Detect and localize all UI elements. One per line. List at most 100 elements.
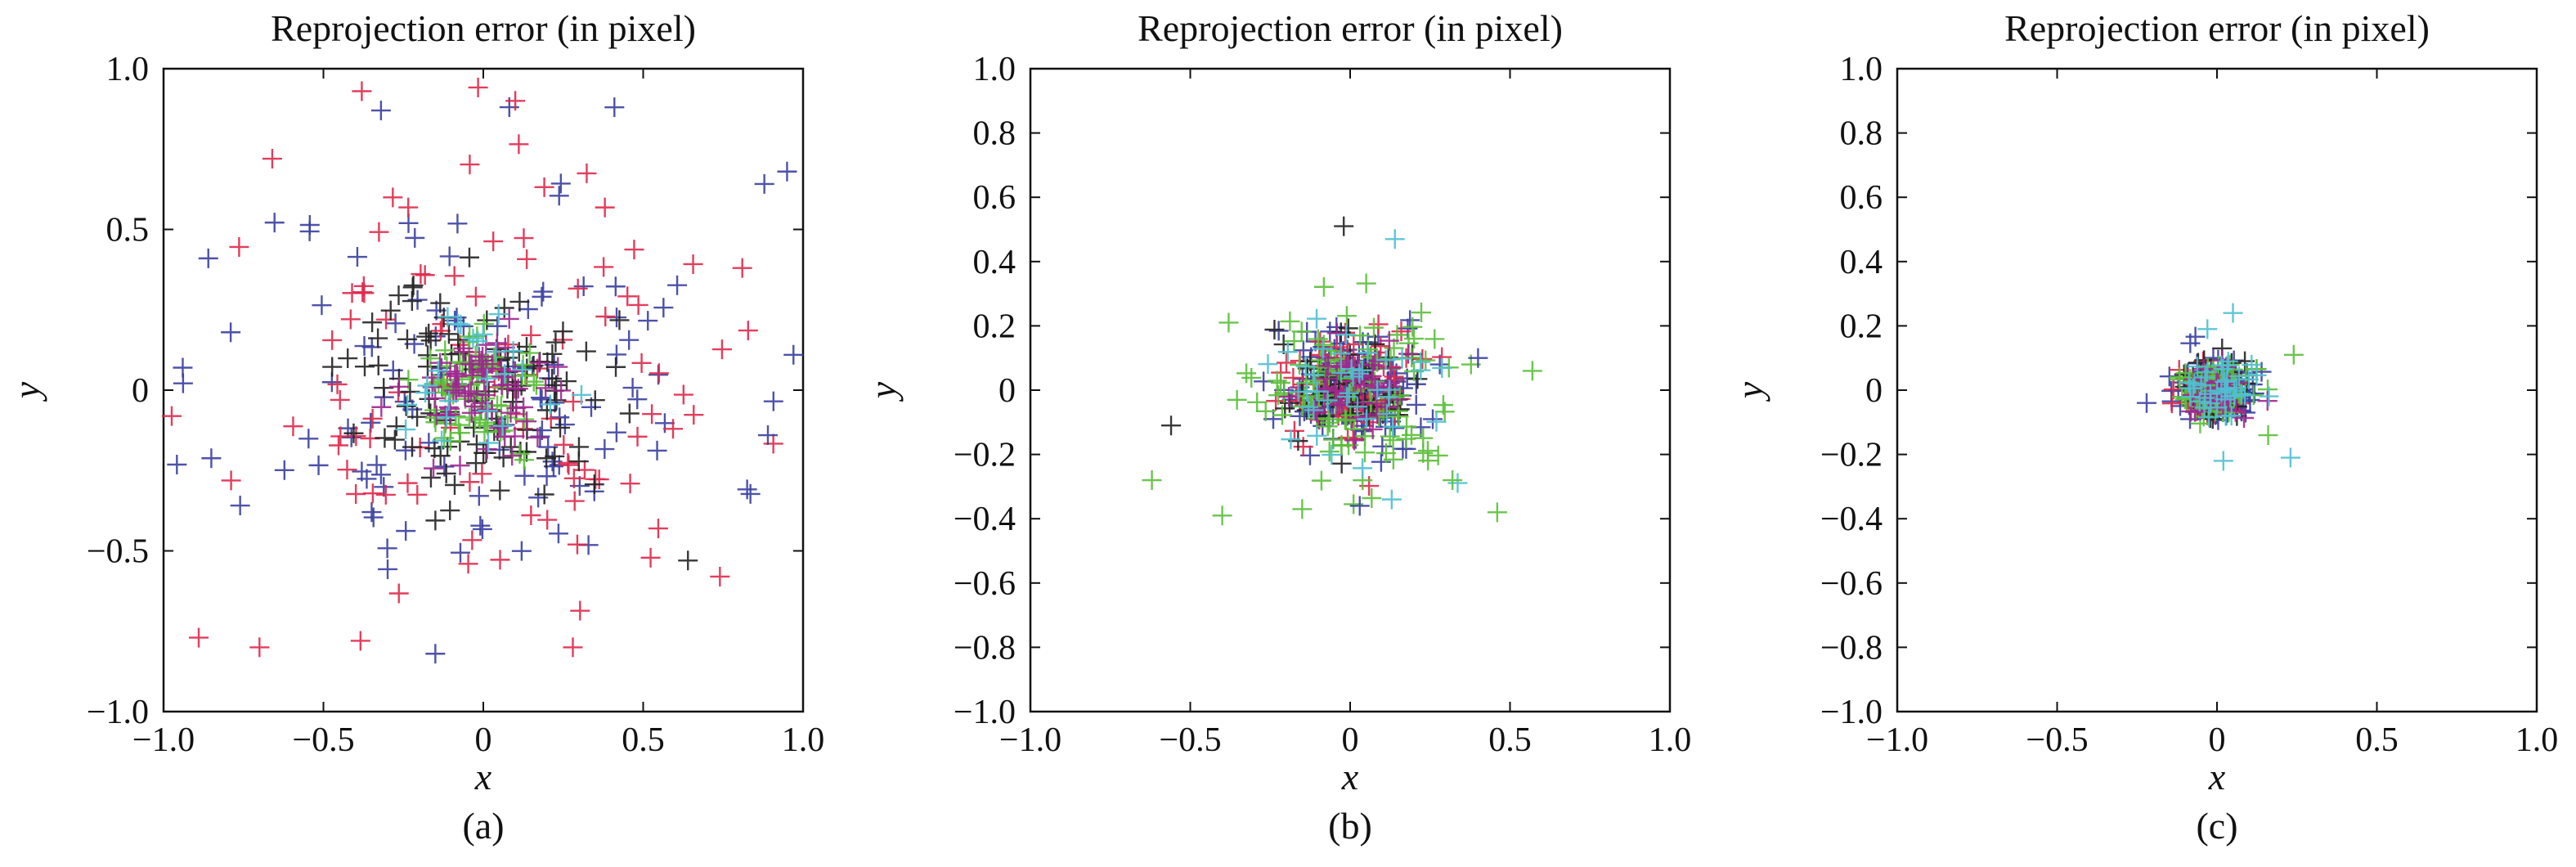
x-tick-label: 1.0 xyxy=(1649,721,1692,759)
scatter-point xyxy=(1380,380,1399,400)
scatter-point xyxy=(1406,394,1426,415)
scatter-point xyxy=(495,364,515,384)
scatter-point xyxy=(386,416,406,437)
y-tick-label: −1.0 xyxy=(1820,694,1883,731)
scatter-point xyxy=(2242,354,2262,375)
scatter-point xyxy=(461,381,482,402)
scatter-point xyxy=(533,281,554,302)
scatter-point xyxy=(1393,438,1413,459)
scatter-point xyxy=(1283,367,1304,388)
scatter-point xyxy=(368,355,388,375)
scatter-point xyxy=(568,437,589,457)
scatter-point xyxy=(777,161,797,182)
scatter-point xyxy=(1315,348,1335,368)
scatter-point xyxy=(262,149,282,169)
scatter-point xyxy=(509,134,529,155)
scatter-point xyxy=(1396,429,1416,449)
scatter-point xyxy=(366,455,387,475)
scatter-point xyxy=(2207,380,2228,401)
scatter-point xyxy=(330,426,351,447)
scatter-point xyxy=(673,384,693,405)
scatter-point xyxy=(1334,216,1354,236)
scatter-point xyxy=(346,484,366,505)
scatter-point xyxy=(1331,453,1352,474)
scatter-point xyxy=(439,246,460,267)
scatter-point xyxy=(527,427,548,447)
scatter-point xyxy=(221,322,241,343)
scatter-point xyxy=(2213,451,2233,471)
scatter-point xyxy=(2184,402,2205,422)
scatter-point xyxy=(1379,330,1399,351)
scatter-point xyxy=(536,466,557,487)
scatter-point xyxy=(437,407,457,428)
scatter-point xyxy=(397,329,417,349)
scatter-point xyxy=(445,364,465,384)
scatter-point xyxy=(472,464,492,484)
scatter-point xyxy=(430,293,451,313)
scatter-point xyxy=(654,413,675,434)
scatter-point xyxy=(1267,371,1287,391)
scatter-point xyxy=(558,452,578,473)
scatter-point xyxy=(573,276,594,297)
scatter-point xyxy=(710,566,730,586)
panel-a: Reprojection error (in pixel) −1.0 −0.5 0 0… xyxy=(6,7,824,847)
scatter-point xyxy=(530,388,550,408)
scatter-point xyxy=(352,461,372,482)
scatter-point xyxy=(620,474,640,494)
scatter-point xyxy=(505,91,526,111)
scatter-point xyxy=(1356,273,1376,294)
scatter-point xyxy=(424,458,444,478)
scatter-point xyxy=(312,295,332,316)
scatter-point xyxy=(1349,496,1370,516)
x-tick-label: 0.5 xyxy=(2355,721,2399,759)
scatter-point xyxy=(388,376,409,397)
axis-ticks: −1.0 −0.5 0 0.5 1.0 −1.0 −0.8 −0.6 −0.4 −0.2 0 0.2 0… xyxy=(1820,51,2558,759)
scatter-point xyxy=(436,463,456,483)
x-tick-label: 0 xyxy=(1342,721,1359,759)
scatter-point xyxy=(1389,407,1409,427)
scatter-point xyxy=(534,484,554,505)
y-tick-label: 0.4 xyxy=(973,244,1016,281)
scatter-point xyxy=(1411,303,1431,323)
scatter-point xyxy=(1236,363,1257,384)
scatter-point xyxy=(388,583,409,604)
scatter-point xyxy=(1326,323,1347,344)
scatter-point xyxy=(388,285,409,306)
scatter-point xyxy=(1337,387,1358,407)
scatter-point xyxy=(619,330,640,350)
scatter-point xyxy=(1428,445,1448,465)
scatter-point xyxy=(508,379,528,399)
scatter-point xyxy=(463,328,483,348)
scatter-point xyxy=(483,231,504,252)
chart-title: Reprojection error (in pixel) xyxy=(271,7,696,49)
y-tick-label: 0.2 xyxy=(1840,308,1883,345)
scatter-point xyxy=(461,402,482,423)
scatter-point xyxy=(536,448,557,469)
scatter-point xyxy=(1404,329,1425,349)
y-tick-label: −0.4 xyxy=(1820,501,1883,538)
scatter-point xyxy=(1352,360,1372,380)
y-tick-label: 1.0 xyxy=(973,51,1016,88)
scatter-point xyxy=(498,375,518,395)
scatter-point xyxy=(449,344,469,364)
scatter-point xyxy=(375,428,395,448)
scatter-point xyxy=(434,428,455,448)
scatter-point xyxy=(550,417,571,438)
scatter-point xyxy=(622,378,643,398)
panel-label: (c) xyxy=(2196,805,2237,847)
scatter-point xyxy=(619,403,640,424)
scatter-point xyxy=(738,321,758,341)
scatter-point xyxy=(574,460,595,480)
scatter-point xyxy=(448,313,469,334)
scatter-point xyxy=(2232,384,2252,404)
scatter-point xyxy=(2213,359,2233,380)
scatter-point xyxy=(2223,303,2243,323)
scatter-point xyxy=(653,298,674,318)
scatter-point xyxy=(556,371,577,392)
y-tick-label: 0.8 xyxy=(1840,115,1883,153)
scatter-point xyxy=(1313,339,1333,359)
scatter-point xyxy=(1468,348,1488,368)
scatter-point xyxy=(1402,425,1422,445)
scatter-point xyxy=(1389,385,1410,406)
scatter-point xyxy=(428,361,448,381)
